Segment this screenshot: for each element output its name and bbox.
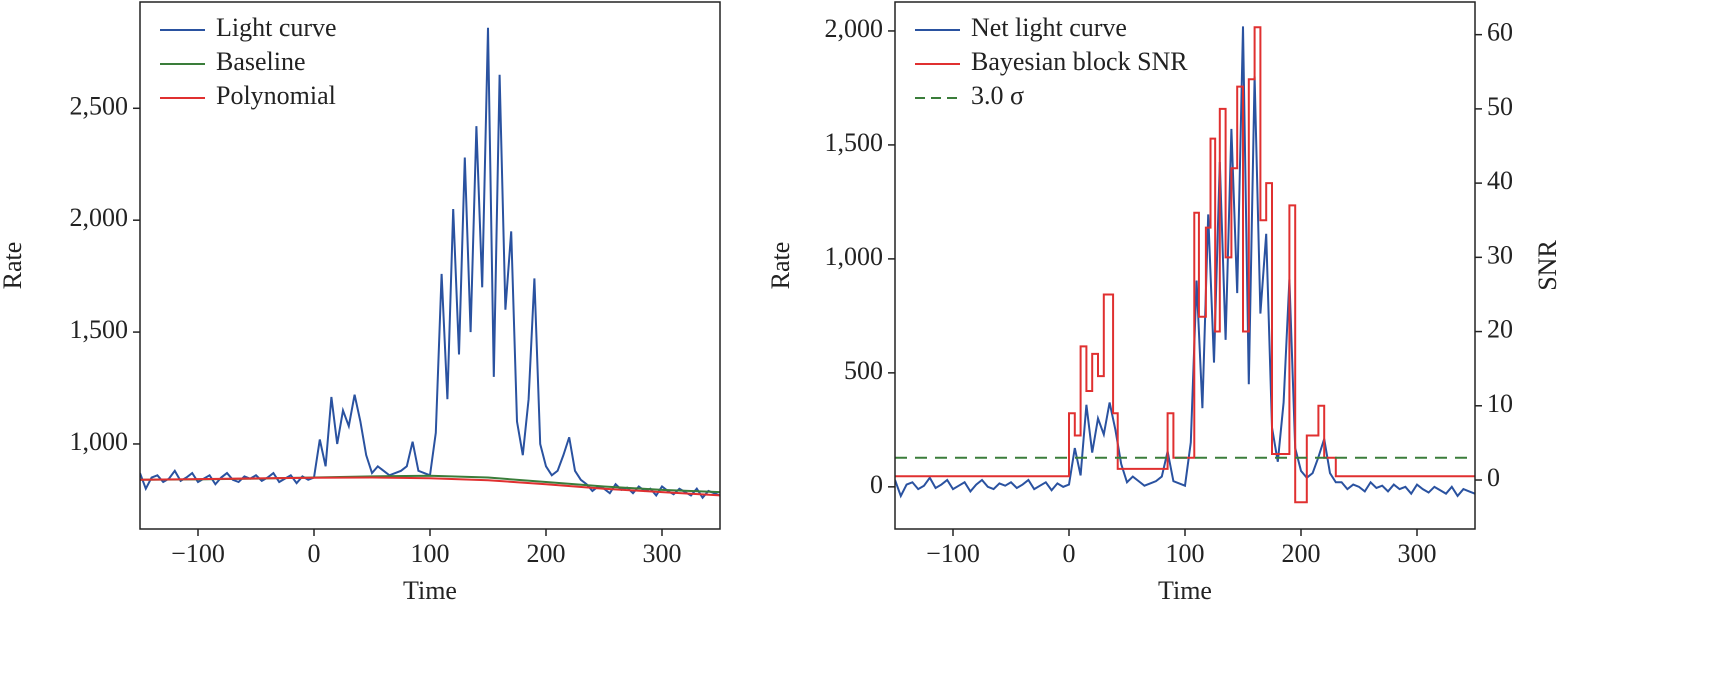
y-axis-label: Rate [0,242,27,290]
x-tick-label: −100 [926,539,980,568]
y2-tick-label: 0 [1487,463,1500,492]
x-tick-label: 0 [1063,539,1076,568]
y-tick-label: 2,500 [70,91,129,120]
x-axis-label: Time [1158,576,1212,605]
y-tick-label: 0 [870,470,883,499]
x-tick-label: 200 [1282,539,1321,568]
y2-tick-label: 40 [1487,166,1513,195]
y2-tick-label: 60 [1487,18,1513,47]
x-tick-label: 100 [411,539,450,568]
x-tick-label: 100 [1166,539,1205,568]
y-tick-label: 1,000 [825,242,884,271]
legend-label: Baseline [216,47,306,76]
x-tick-label: 300 [1398,539,1437,568]
legend-label: Light curve [216,13,337,42]
legend-label: Bayesian block SNR [971,47,1188,76]
y-tick-label: 1,500 [825,128,884,157]
series-line [895,26,1475,504]
y-tick-label: 2,000 [70,203,129,232]
y2-tick-label: 20 [1487,315,1513,344]
y2-tick-label: 30 [1487,240,1513,269]
x-tick-label: −100 [171,539,225,568]
legend-label: Net light curve [971,13,1127,42]
y2-axis-label: SNR [1533,240,1562,291]
y-tick-label: 1,500 [70,315,129,344]
series-line [140,476,720,497]
series-line [895,26,1475,499]
x-tick-label: 0 [308,539,321,568]
y2-tick-label: 50 [1487,92,1513,121]
x-tick-label: 200 [527,539,566,568]
y-tick-label: 1,000 [70,427,129,456]
y-tick-label: 2,000 [825,14,884,43]
legend-label: Polynomial [216,81,336,110]
y-tick-label: 500 [844,356,883,385]
y2-tick-label: 10 [1487,389,1513,418]
legend-label: 3.0 σ [971,81,1024,110]
y-axis-label: Rate [766,242,795,290]
x-tick-label: 300 [643,539,682,568]
x-axis-label: Time [403,576,457,605]
